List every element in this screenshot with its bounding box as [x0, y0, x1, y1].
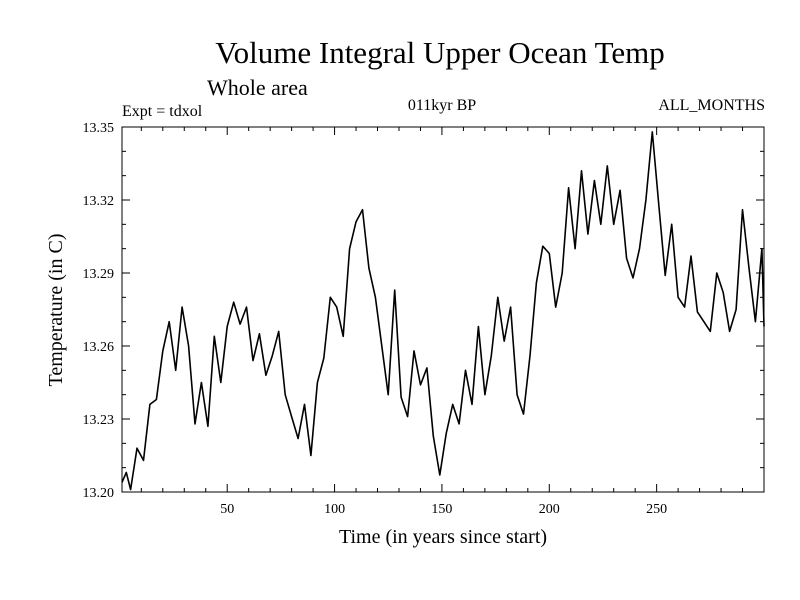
x-axis-label: Time (in years since start) [339, 526, 547, 548]
y-tick-label: 13.26 [83, 340, 115, 355]
y-axis-label: Temperature (in C) [45, 234, 67, 387]
x-tick-label-200: 200 [539, 502, 560, 517]
x-tick-label-100: 100 [324, 502, 345, 517]
y-tick-label: 13.29 [83, 267, 115, 282]
x-axis: 50 100 150 200 250 [140, 127, 744, 517]
period-label: 011kyr BP [408, 97, 476, 114]
chart-subtitle: Whole area [207, 75, 308, 100]
x-tick-label-50: 50 [220, 502, 234, 517]
y-tick-label: 13.32 [83, 194, 115, 209]
plot-frame [121, 126, 765, 493]
x-tick-label-250: 250 [646, 502, 667, 517]
chart-title: Volume Integral Upper Ocean Temp [215, 35, 665, 70]
y-tick-label: 13.23 [83, 413, 115, 428]
x-tick-label-150: 150 [431, 502, 452, 517]
y-tick-label: 13.35 [83, 121, 115, 136]
y-tick-label: 13.20 [83, 486, 115, 501]
months-label: ALL_MONTHS [658, 97, 765, 114]
y-axis: 13.20 13.23 13.26 13.29 13.32 13.35 [83, 121, 764, 501]
expt-label: Expt = tdxol [122, 103, 203, 120]
series-line [121, 131, 765, 491]
